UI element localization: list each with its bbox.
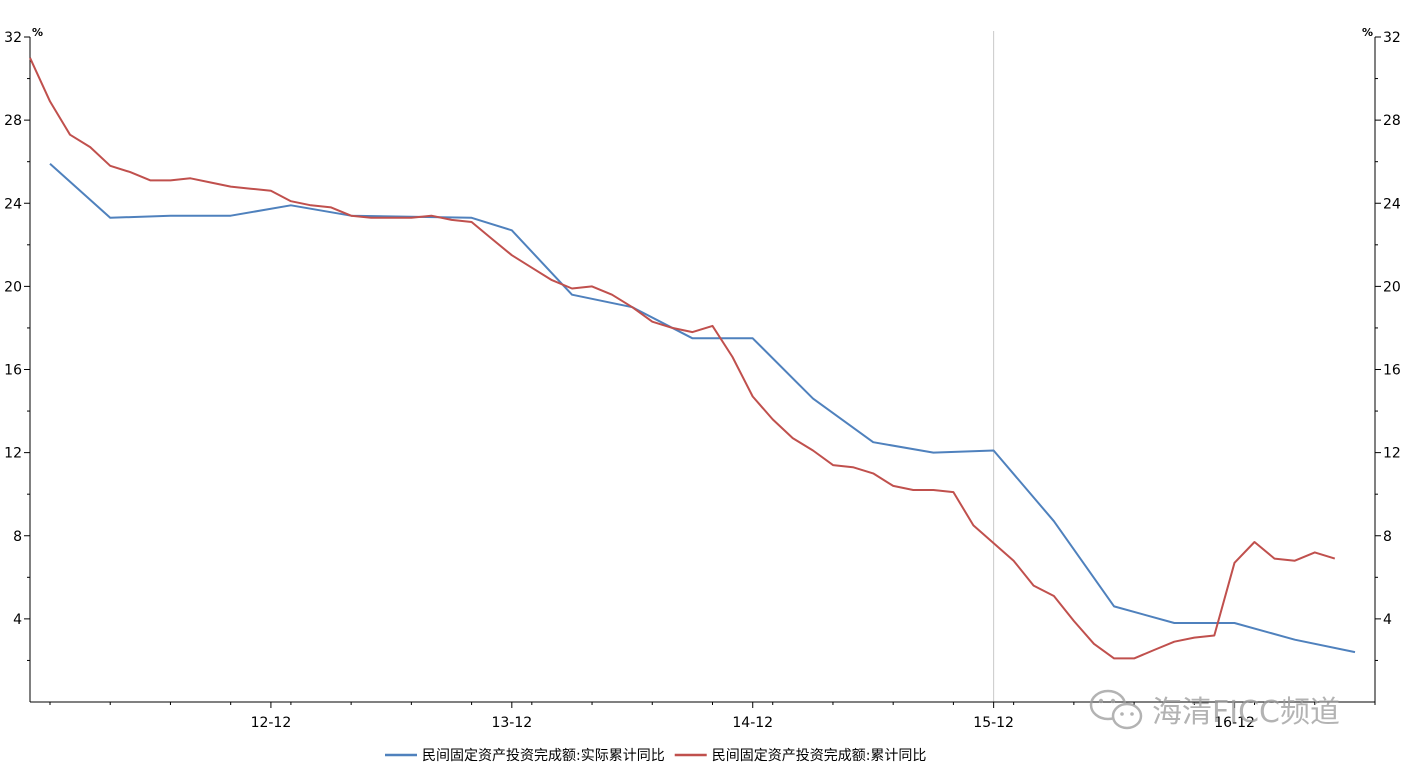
y-tick-label-left: 20 [4,279,22,295]
left-y-unit: % [32,26,43,39]
x-tick-label: 12-12 [251,715,292,731]
x-tick-label: 14-12 [732,715,773,731]
x-tick-label: 13-12 [491,715,532,731]
series-line-1 [49,163,1356,654]
x-tick-label: 16-12 [1214,715,1255,731]
wechat-icon [1089,689,1143,730]
y-tick-label-left: 4 [13,612,22,628]
y-tick-label-left: 32 [4,30,22,46]
axes: % % [29,26,1376,703]
right-y-unit: % [1362,26,1373,39]
y-tick-label-left: 12 [4,446,22,462]
y-tick-label-left: 24 [4,196,22,212]
legend-label-1: 民间固定资产投资完成额:实际累计同比 [422,748,665,764]
axis-ticks: 4 4 8 8 12 12 16 16 20 20 24 24 28 28 32 32 12-12 13-12 14… [4,30,1401,731]
y-tick-label-right: 16 [1383,363,1401,379]
watermark: 海清FICC频道 [1089,689,1340,730]
y-tick-label-right: 32 [1383,30,1401,46]
y-tick-label-right: 20 [1383,279,1401,295]
y-tick-label-right: 24 [1383,196,1401,212]
legend: 民间固定资产投资完成额:实际累计同比 民间固定资产投资完成额:累计同比 [385,748,926,764]
y-tick-label-left: 16 [4,363,22,379]
series-line-2 [29,57,1336,660]
y-tick-label-right: 8 [1383,529,1392,545]
y-tick-label-left: 8 [13,529,22,545]
series-lines [29,57,1356,660]
x-tick-label: 15-12 [973,715,1014,731]
y-tick-label-right: 4 [1383,612,1392,628]
y-tick-label-right: 12 [1383,446,1401,462]
legend-label-2: 民间固定资产投资完成额:累计同比 [712,748,927,764]
y-tick-label-left: 28 [4,113,22,129]
watermark-text: 海清FICC频道 [1152,695,1340,730]
y-tick-label-right: 28 [1383,113,1401,129]
